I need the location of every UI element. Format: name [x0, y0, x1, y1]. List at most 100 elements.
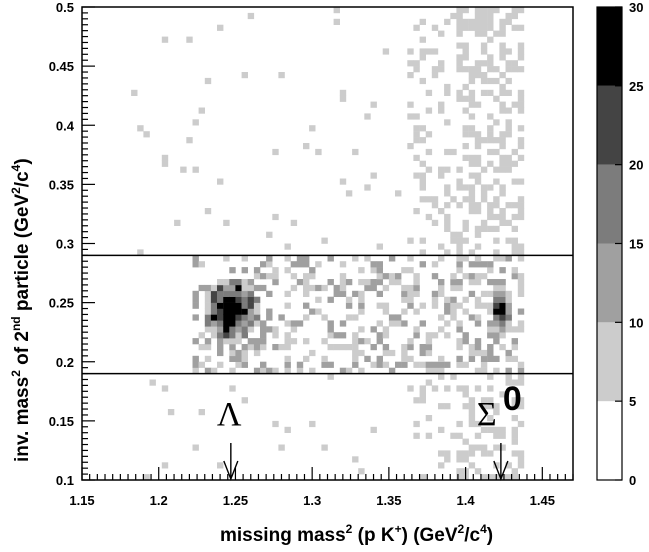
heatmap-bin	[260, 273, 267, 280]
heatmap-bin	[229, 290, 236, 297]
heatmap-bin	[235, 355, 242, 362]
heatmap-bin	[204, 355, 212, 362]
heatmap-bin	[358, 279, 365, 286]
heatmap-bin	[198, 344, 205, 351]
heatmap-bin	[468, 95, 476, 102]
heatmap-bin	[303, 314, 310, 321]
heatmap-bin	[241, 284, 248, 292]
heatmap-bin	[499, 255, 506, 262]
heatmap-bin	[487, 349, 494, 357]
heatmap-bin	[493, 355, 500, 362]
heatmap-bin	[382, 48, 390, 55]
heatmap-bin	[474, 30, 482, 37]
heatmap-bin	[468, 397, 476, 404]
heatmap-bin	[462, 219, 469, 226]
heatmap-bin	[204, 77, 212, 85]
heatmap-bin	[192, 314, 199, 321]
heatmap-bin	[468, 208, 476, 215]
heatmap-bin	[511, 60, 518, 67]
heatmap-bin	[511, 225, 518, 232]
heatmap-bin	[493, 279, 500, 286]
heatmap-bin	[315, 308, 322, 315]
heatmap-bin	[487, 332, 494, 339]
heatmap-bin	[505, 302, 512, 309]
heatmap-bin	[352, 344, 359, 351]
heatmap-bin	[413, 432, 420, 439]
colorbar-level	[597, 164, 622, 244]
heatmap-bin	[468, 290, 476, 297]
heatmap-bin	[499, 208, 506, 215]
heatmap-bin	[511, 101, 518, 108]
heatmap-bin	[339, 367, 347, 374]
heatmap-bin	[517, 284, 525, 292]
colorbar-tick-label: 25	[629, 79, 643, 94]
heatmap-bin	[161, 154, 169, 161]
heatmap-bin	[425, 48, 433, 55]
heatmap-bin	[462, 42, 469, 49]
heatmap-bin	[339, 284, 347, 292]
heatmap-bin	[438, 450, 445, 457]
heatmap-bin	[499, 30, 506, 37]
heatmap-bin	[511, 267, 518, 274]
heatmap-bin	[450, 373, 457, 380]
heatmap-bin	[266, 290, 273, 297]
heatmap-bin	[382, 344, 390, 351]
heatmap-bin	[204, 296, 212, 303]
heatmap-bin	[376, 261, 383, 268]
heatmap-bin	[309, 367, 316, 374]
heatmap-bin	[517, 7, 525, 14]
heatmap-bin	[474, 66, 482, 73]
heatmap-bin	[438, 361, 445, 368]
heatmap-bin	[493, 66, 500, 73]
colorbar-tick-label: 5	[629, 394, 636, 409]
heatmap-bin	[327, 279, 334, 286]
heatmap-bin	[339, 279, 347, 286]
heatmap-bin	[425, 367, 433, 374]
heatmap-bin	[333, 332, 340, 339]
heatmap-bin	[303, 279, 310, 286]
heatmap-bin	[462, 237, 469, 244]
heatmap-bin	[247, 314, 255, 321]
heatmap-bin	[333, 344, 340, 351]
heatmap-bin	[493, 403, 500, 410]
heatmap-bin	[493, 249, 500, 256]
heatmap-bin	[419, 125, 426, 132]
heatmap-bin	[499, 101, 506, 108]
heatmap-bin	[204, 284, 212, 292]
heatmap-bin	[493, 320, 500, 327]
heatmap-bin	[210, 308, 218, 315]
heatmap-bin	[419, 54, 426, 61]
heatmap-bin	[456, 255, 463, 262]
heatmap-bin	[407, 143, 414, 150]
heatmap-bin	[499, 24, 506, 31]
heatmap-bin	[352, 349, 359, 357]
heatmap-bin	[474, 432, 482, 439]
heatmap-bin	[456, 202, 463, 209]
heatmap-bin	[345, 302, 353, 309]
heatmap-bin	[438, 326, 445, 333]
heatmap-bin	[505, 219, 512, 226]
heatmap-bin	[223, 302, 230, 309]
heatmap-bin	[229, 332, 236, 339]
heatmap-bin	[241, 397, 248, 404]
heatmap-bin	[413, 60, 420, 67]
heatmap-bin	[309, 284, 316, 292]
heatmap-bin	[480, 426, 488, 433]
heatmap-bin	[480, 196, 488, 203]
heatmap-bin	[370, 426, 377, 433]
heatmap-bin	[444, 320, 451, 327]
heatmap-bin	[217, 326, 224, 333]
arrow-head	[493, 460, 509, 481]
heatmap-bin	[468, 261, 476, 268]
heatmap-bin	[474, 72, 482, 79]
heatmap-bin	[444, 296, 451, 303]
heatmap-bin	[468, 113, 476, 120]
colorbar-level	[597, 85, 622, 165]
heatmap-bin	[493, 77, 500, 85]
heatmap-bin	[413, 172, 420, 179]
heatmap-bin	[419, 320, 426, 327]
heatmap-bin	[260, 332, 267, 339]
heatmap-bin	[247, 344, 255, 351]
heatmap-bin	[487, 415, 494, 422]
heatmap-bin	[376, 302, 383, 309]
